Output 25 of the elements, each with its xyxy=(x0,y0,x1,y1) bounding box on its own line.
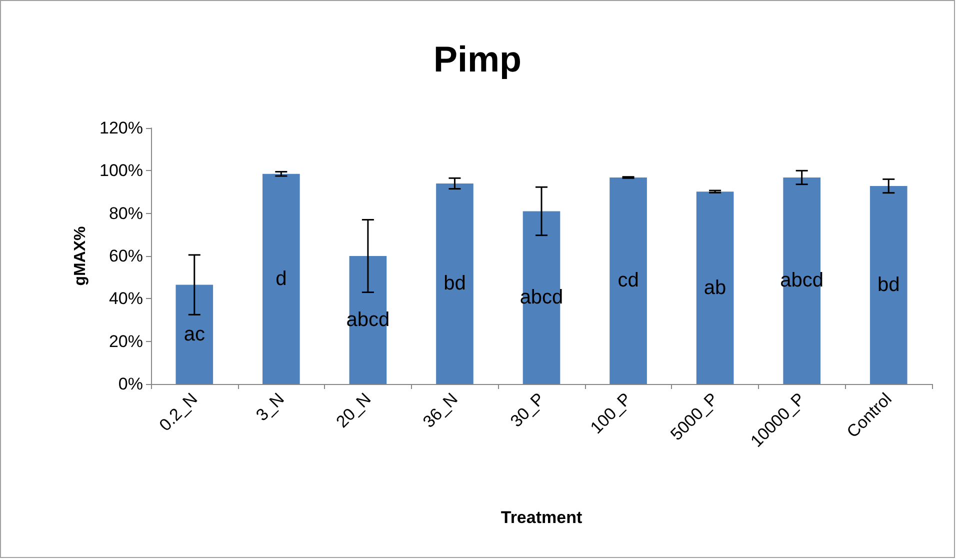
chart-title: Pimp xyxy=(433,38,522,80)
data-label: ab xyxy=(704,276,726,299)
data-label: d xyxy=(276,268,287,290)
bar xyxy=(870,186,908,384)
y-tick-label: 120% xyxy=(100,118,143,138)
bar xyxy=(436,183,474,384)
y-tick-label: 40% xyxy=(108,289,143,308)
y-tick-label: 80% xyxy=(108,204,143,223)
data-label: cd xyxy=(618,270,639,292)
y-tick-label: 100% xyxy=(100,161,143,180)
y-tick-label: 60% xyxy=(108,246,143,266)
bar xyxy=(610,177,647,384)
y-axis-title: gMAX% xyxy=(72,226,90,286)
y-tick-label: 0% xyxy=(118,374,143,394)
data-label: bd xyxy=(877,274,900,296)
x-tick-label: 3_N xyxy=(252,389,288,425)
bar xyxy=(176,284,214,384)
data-label: bd xyxy=(444,272,466,295)
y-tick-label: 20% xyxy=(108,332,143,351)
bar xyxy=(262,174,300,384)
bar xyxy=(696,192,734,384)
data-label: ac xyxy=(184,323,205,346)
bar xyxy=(522,211,560,384)
x-axis-title: Treatment xyxy=(500,508,582,527)
bar xyxy=(783,177,820,384)
